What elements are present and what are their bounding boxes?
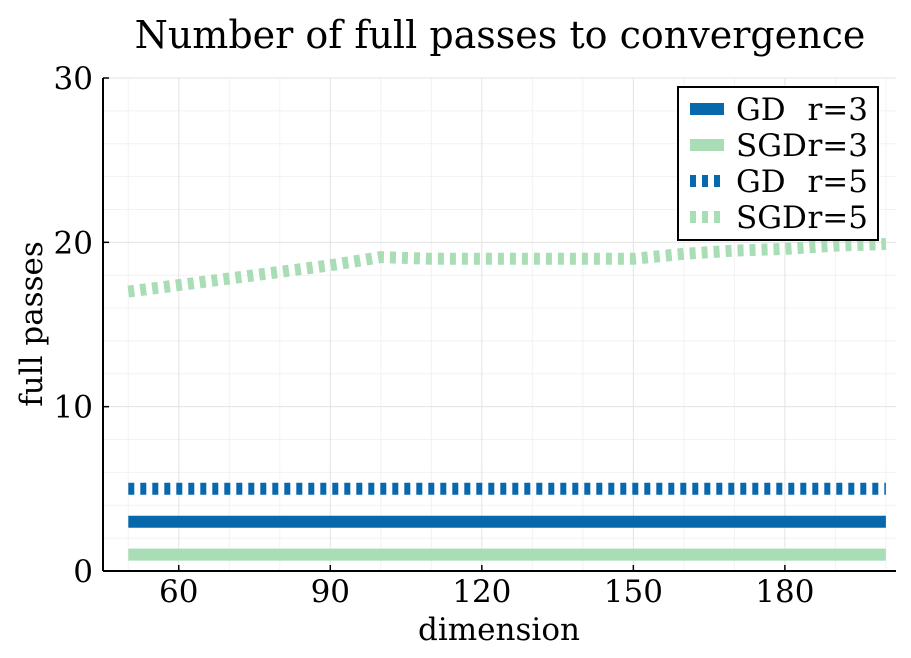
x-tick-label: 150 <box>604 574 663 610</box>
legend-label: GD <box>736 92 786 128</box>
x-tick-label: 60 <box>159 574 198 610</box>
legend-label: SGD <box>736 128 807 164</box>
legend-label: r=5 <box>807 164 868 200</box>
legend-label: r=5 <box>807 200 868 236</box>
y-axis-label: full passes <box>14 241 50 407</box>
y-tick-label: 0 <box>73 554 93 590</box>
axes <box>102 78 896 572</box>
y-tick-label: 10 <box>54 390 93 426</box>
legend-label: SGD <box>736 200 807 236</box>
tick-labels: 60 90 120 150 180 0 10 20 30 <box>54 61 815 610</box>
y-tick-label: 20 <box>54 225 93 261</box>
x-tick-label: 180 <box>755 574 814 610</box>
series-lines <box>127 238 887 561</box>
series-line <box>127 238 887 298</box>
x-axis-label: dimension <box>418 612 580 648</box>
x-tick-label: 120 <box>452 574 511 610</box>
y-tick-label: 30 <box>54 61 93 97</box>
legend-label: r=3 <box>807 128 868 164</box>
legend-label: GD <box>736 164 786 200</box>
x-tick-label: 90 <box>311 574 350 610</box>
legend-label: r=3 <box>807 92 868 128</box>
chart-title: Number of full passes to convergence <box>135 13 866 57</box>
